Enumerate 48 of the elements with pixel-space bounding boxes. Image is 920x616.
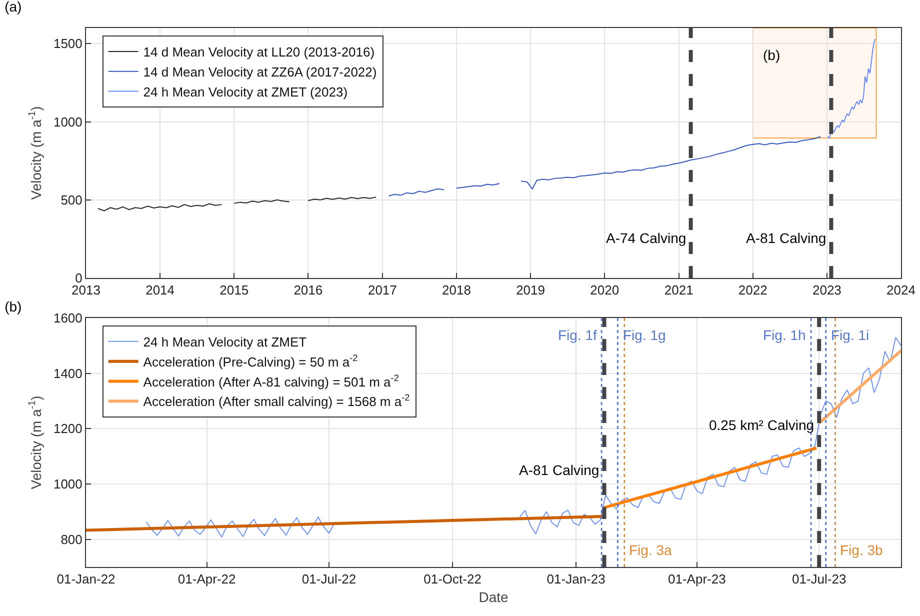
legend-label: 14 d Mean Velocity at ZZ6A (2017-2022) <box>143 64 377 80</box>
ref-line-label: Fig. 1i <box>831 327 870 343</box>
x-tick-label: 2014 <box>146 282 175 298</box>
x-axis-title: Date <box>478 588 508 605</box>
y-tick-label: 500 <box>60 192 82 208</box>
x-tick-label: 01-Jan-23 <box>546 572 606 587</box>
x-tick-label: 2020 <box>590 282 620 298</box>
y-tick-label: 800 <box>60 532 82 547</box>
chart-title: (a) <box>4 0 22 14</box>
legend-label: 24 h Mean Velocity at ZMET <box>143 334 307 350</box>
ref-line-label: A-81 Calving <box>519 462 600 478</box>
chart-title: (b) <box>4 298 22 314</box>
x-tick-label: 2015 <box>220 282 249 298</box>
x-tick-label: 2024 <box>886 282 916 298</box>
x-tick-label: 2017 <box>368 282 397 298</box>
x-tick-label: 01-Jan-22 <box>56 572 116 587</box>
y-tick-label: 1000 <box>53 476 82 492</box>
band-label: (b) <box>763 47 780 63</box>
ref-line-label: 0.25 km² Calving <box>709 417 814 433</box>
ref-line-label: Fig. 3a <box>629 542 672 558</box>
x-tick-label: 01-Oct-22 <box>424 572 482 587</box>
ref-line-label: A-74 Calving <box>606 230 686 246</box>
ref-line-label: Fig. 3b <box>840 542 884 558</box>
x-tick-label: 01-Apr-23 <box>668 572 726 587</box>
x-tick-label: 2022 <box>738 282 768 298</box>
line-series <box>827 38 876 139</box>
ref-line-label: Fig. 1h <box>763 327 806 343</box>
y-tick-label: 1200 <box>53 421 82 436</box>
x-tick-label: 2016 <box>294 282 323 298</box>
ref-line-label: Fig. 1f <box>558 327 598 343</box>
legend-label: Acceleration (After small calving) = 1568 m a$^{-2}$ <box>143 392 410 410</box>
legend-label: Acceleration (After A-81 calving) = 501 m a$^{-2}$ <box>143 372 399 390</box>
legend-label: 14 d Mean Velocity at LL20 (2013-2016) <box>143 44 375 60</box>
y-tick-label: 1600 <box>53 310 82 326</box>
ref-line-label: A-81 Calving <box>746 230 826 246</box>
x-tick-label: 01-Jul-23 <box>792 572 846 587</box>
x-tick-label: 01-Jul-22 <box>302 572 356 587</box>
x-tick-label: 2023 <box>812 282 842 298</box>
legend-label: Acceleration (Pre-Calving) = 50 m a$^{-2}$ <box>143 352 358 370</box>
x-tick-label: 2018 <box>442 282 471 298</box>
ref-line-label: Fig. 1g <box>623 327 666 343</box>
x-tick-label: 01-Apr-22 <box>178 572 236 587</box>
legend-label: 24 h Mean Velocity at ZMET (2023) <box>143 84 348 100</box>
x-tick-label: 2019 <box>516 282 545 298</box>
x-tick-label: 2021 <box>664 282 694 298</box>
y-tick-label: 1500 <box>53 36 82 52</box>
y-tick-label: 1000 <box>53 114 82 130</box>
y-tick-label: 1400 <box>53 366 82 381</box>
